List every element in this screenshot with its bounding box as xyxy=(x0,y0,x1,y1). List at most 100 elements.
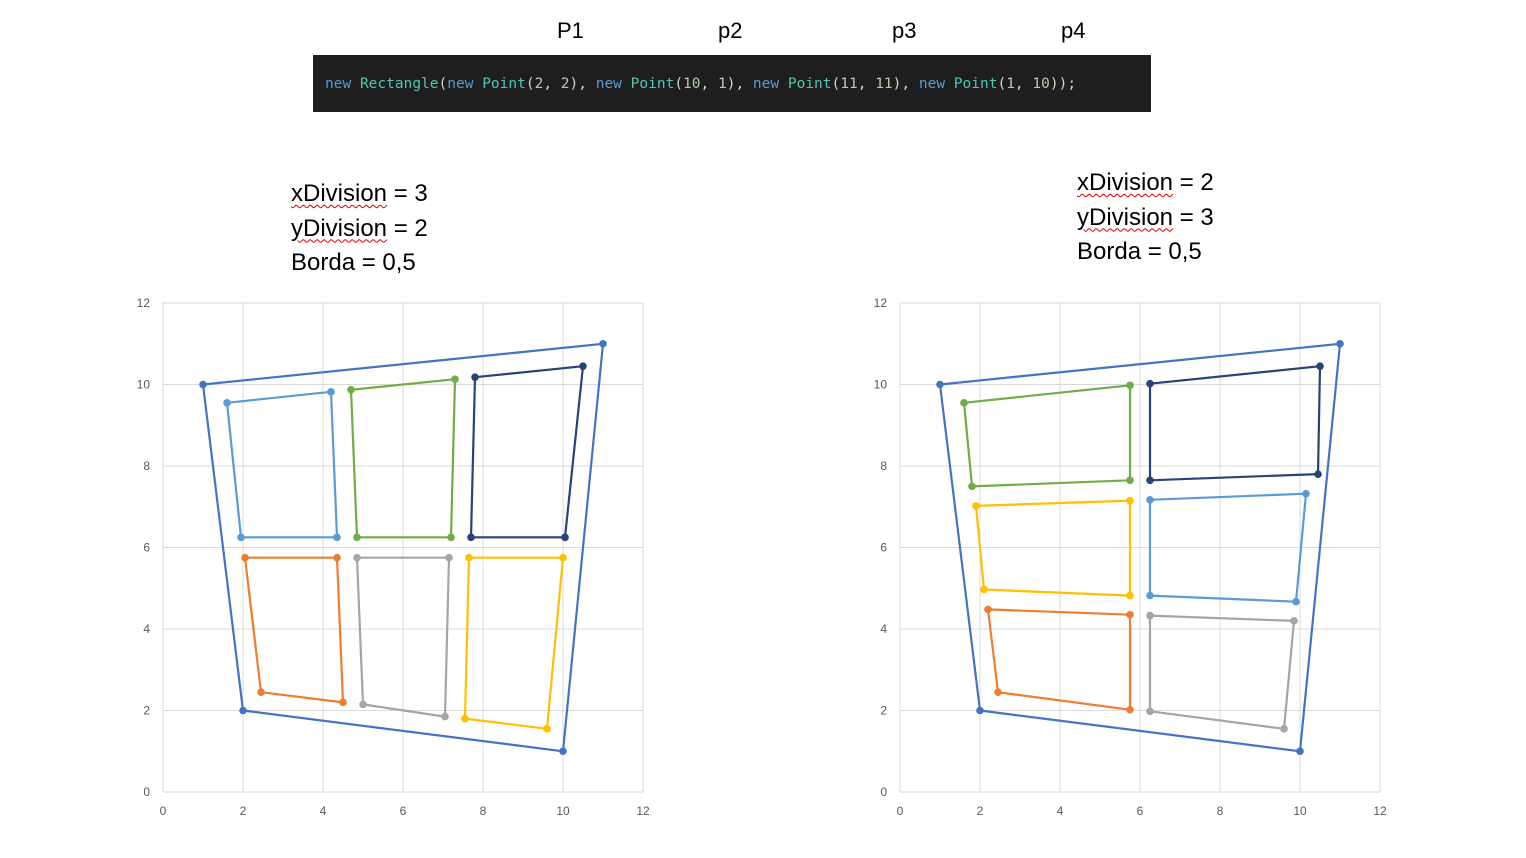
code-token: 2 xyxy=(534,75,544,92)
data-point xyxy=(543,725,551,733)
x-division-label: xDivision xyxy=(1077,169,1174,196)
point-label-p1: P1 xyxy=(557,18,584,43)
code-token: ( xyxy=(438,75,448,92)
y-tick-label: 2 xyxy=(143,704,150,718)
data-point xyxy=(451,375,459,384)
code-token: ( xyxy=(525,75,535,92)
y-tick-label: 0 xyxy=(880,785,887,799)
code-token: 11 xyxy=(875,75,893,92)
y-tick-label: 10 xyxy=(874,378,888,392)
y-tick-label: 10 xyxy=(137,378,151,392)
chart-1: 0 2 4 6 8 10 12 0 2 4 6 8 10 12 xyxy=(137,296,650,818)
y-division-value: = 3 xyxy=(1173,203,1214,231)
code-token: 10 xyxy=(683,75,701,92)
series-2 xyxy=(960,381,1134,491)
y-tick-label: 12 xyxy=(137,296,151,310)
x-division-line: xDivision = 3 xyxy=(291,177,428,212)
x-tick-label: 8 xyxy=(480,804,487,818)
series-4 xyxy=(467,362,587,542)
data-point xyxy=(559,747,567,756)
code-token: , xyxy=(700,75,718,92)
data-point xyxy=(1126,610,1134,619)
data-point xyxy=(1146,496,1154,504)
data-point xyxy=(972,502,980,510)
series-3 xyxy=(347,375,459,542)
x-tick-label: 6 xyxy=(400,804,407,818)
series-line xyxy=(986,608,1132,711)
series-7 xyxy=(1146,611,1298,733)
data-point xyxy=(1302,489,1310,498)
y-tick-label: 0 xyxy=(143,785,150,799)
code-token: Point xyxy=(482,75,526,92)
code-token: 1 xyxy=(1006,75,1015,92)
data-point xyxy=(1316,362,1324,370)
series-line xyxy=(962,384,1132,488)
data-point xyxy=(976,706,984,715)
code-token: new xyxy=(325,75,352,92)
left-parameters: xDivision = 3 yDivision = 2 Borda = 0,5 xyxy=(291,177,428,281)
code-token: Rectangle xyxy=(359,75,439,92)
data-point xyxy=(1290,617,1298,625)
y-tick-label: 2 xyxy=(880,704,887,718)
data-point xyxy=(994,688,1002,696)
data-point xyxy=(1314,470,1322,478)
data-point xyxy=(1126,591,1134,600)
code-token: Point xyxy=(787,75,832,92)
series-line xyxy=(463,556,565,730)
data-point xyxy=(441,712,449,721)
y-division-label: yDivision xyxy=(291,214,388,242)
data-point xyxy=(447,533,455,542)
data-point xyxy=(353,533,361,542)
code-token: ( xyxy=(831,75,841,92)
x-division-label: xDivision xyxy=(291,180,388,207)
y-tick-label: 6 xyxy=(880,541,887,555)
code-token: ( xyxy=(997,75,1007,92)
code-token: ), xyxy=(726,75,753,92)
code-token: , xyxy=(857,75,876,92)
data-point xyxy=(968,482,976,491)
series-line xyxy=(974,499,1132,597)
point-label-p2: p2 xyxy=(718,18,743,43)
data-point xyxy=(1336,339,1344,348)
series-5 xyxy=(241,553,347,707)
series-6 xyxy=(353,553,453,721)
data-point xyxy=(333,553,341,562)
data-point xyxy=(561,533,569,542)
data-point xyxy=(241,553,249,562)
data-point xyxy=(1126,476,1134,485)
code-token: 10 xyxy=(1032,75,1050,92)
x-division-value: = 2 xyxy=(1173,169,1214,196)
data-point xyxy=(1296,747,1304,756)
code-token: 11 xyxy=(840,75,858,92)
data-point xyxy=(445,553,453,562)
x-tick-label: 0 xyxy=(160,804,167,818)
x-tick-label: 0 xyxy=(897,804,904,818)
data-point xyxy=(984,605,992,614)
code-token: Point xyxy=(953,75,998,92)
series-line xyxy=(469,365,585,539)
y-division-line: yDivision = 3 xyxy=(1077,201,1214,236)
code-snippet: new Rectangle(new Point(2, 2), new Point… xyxy=(313,55,1151,112)
x-tick-label: 10 xyxy=(556,804,570,818)
series-line xyxy=(243,556,345,704)
data-point xyxy=(1280,725,1288,733)
right-parameters: xDivision = 2 yDivision = 3 Borda = 0,5 xyxy=(1077,166,1214,270)
data-point xyxy=(1146,379,1154,388)
y-tick-label: 12 xyxy=(874,296,888,310)
code-token: 1 xyxy=(717,75,727,92)
y-division-line: yDivision = 2 xyxy=(291,212,428,247)
y-division-value: = 2 xyxy=(387,214,428,242)
series-line xyxy=(1148,365,1322,482)
data-point xyxy=(347,385,355,394)
data-point xyxy=(471,373,479,381)
point-label-p3: p3 xyxy=(892,18,917,43)
data-point xyxy=(199,380,207,389)
code-token: new xyxy=(595,75,622,92)
code-token: new xyxy=(447,75,474,92)
code-token: Point xyxy=(630,75,675,92)
x-division-value: = 3 xyxy=(387,180,428,207)
data-point xyxy=(467,533,475,542)
data-point xyxy=(333,533,341,542)
series-6 xyxy=(984,605,1134,714)
code-token: ), xyxy=(569,75,596,92)
